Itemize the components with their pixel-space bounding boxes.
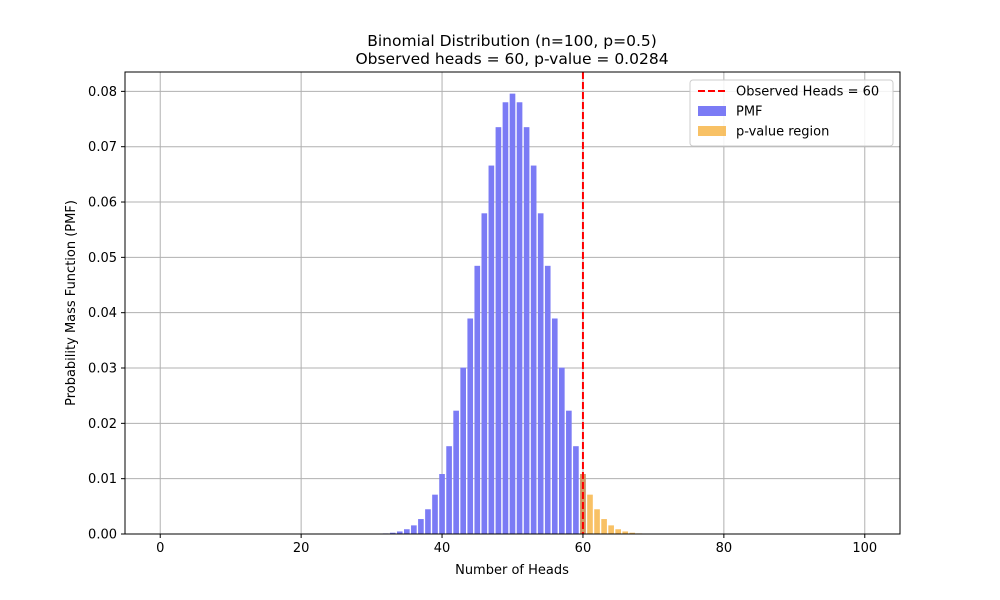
pmf-bar [537,213,544,534]
p-value-bar [622,531,629,534]
pmf-bar [516,102,523,535]
x-axis-ticks: 0 20 40 60 80 100 [156,534,877,556]
p-value-bar [587,494,593,534]
x-tick-label: 20 [293,541,310,556]
pmf-bar [495,127,502,534]
pmf-bar [523,127,530,534]
pmf-bar [425,509,431,534]
pmf-bar [432,494,438,534]
pmf-bar [488,165,495,534]
pmf-bar [474,265,481,534]
p-value-bar [629,532,636,534]
p-value-bar [594,509,600,534]
legend-box [689,79,894,147]
x-tick-label: 100 [852,541,877,556]
pmf-bar [460,367,466,534]
pmf-bar [418,519,424,534]
y-tick-label: 0.02 [88,417,117,432]
pmf-bar [453,410,459,534]
y-tick-label: 0.05 [88,251,117,266]
legend-observed-label: Observed Heads = 60 [736,85,879,100]
p-value-bar [608,525,614,534]
pmf-bar [411,525,417,534]
legend-swatch-pmf [698,106,726,116]
legend-label-p-value: p-value region [736,125,829,140]
bars [368,93,657,535]
chart-subtitle: Observed heads = 60, p-value = 0.0284 [355,50,668,68]
x-tick-label: 40 [434,541,451,556]
pmf-bar [404,529,410,534]
y-tick-label: 0.06 [88,196,117,211]
legend-label-pmf: PMF [736,105,763,120]
pmf-bar [544,265,551,534]
pmf-bar [446,446,452,534]
x-tick-label: 60 [575,541,592,556]
p-value-bar [615,529,621,534]
pmf-bar [566,410,572,534]
chart-title: Binomial Distribution (n=100, p=0.5) [367,32,657,50]
x-axis-label: Number of Heads [455,563,569,578]
pmf-bar [530,165,537,534]
y-tick-label: 0.07 [88,140,117,155]
y-tick-label: 0.01 [88,472,117,487]
pmf-bar [481,213,488,534]
x-tick-label: 0 [156,541,164,556]
plot-frame [124,71,901,535]
pmf-bar [573,446,579,534]
y-tick-label: 0.03 [88,362,117,377]
pmf-bar [467,318,474,534]
y-axis-ticks: 0.00 0.01 0.02 0.03 0.04 0.05 0.06 0.07 0.08 [88,85,125,543]
legend-swatch-p-value [698,126,726,136]
pmf-bar [439,474,445,534]
pmf-bar [396,531,403,534]
y-tick-label: 0.08 [88,85,117,100]
pmf-bar [509,93,516,534]
y-tick-label: 0.00 [88,528,117,543]
x-tick-label: 80 [716,541,733,556]
y-axis-label: Probability Mass Function (PMF) [64,200,79,406]
pmf-bar [502,102,509,535]
pmf-bar [559,367,565,534]
legend: Observed Heads = 60 PMF p-value region [689,79,894,147]
y-tick-label: 0.04 [88,306,117,321]
p-value-bar [601,519,607,534]
pmf-bar [551,318,558,534]
pmf-bar [389,532,396,534]
